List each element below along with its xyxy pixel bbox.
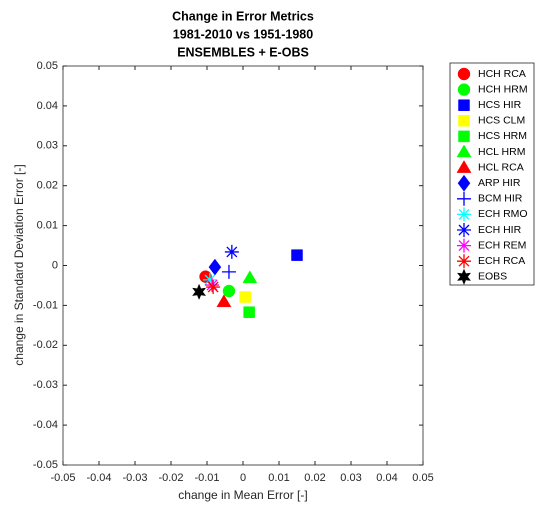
x-tick-label: 0 [240, 472, 246, 484]
x-tick-label: 0.03 [340, 472, 361, 484]
legend-marker [457, 254, 471, 269]
point [216, 294, 232, 308]
legend-marker [456, 160, 472, 173]
y-tick-label: -0.05 [33, 459, 58, 471]
legend-marker [457, 191, 471, 206]
legend-label: HCL HRM [478, 146, 525, 158]
chart-title: Change in Error Metrics [172, 9, 314, 23]
x-tick-label: 0.04 [376, 472, 397, 484]
point [222, 284, 236, 298]
legend-label: ECH HIR [478, 224, 522, 236]
legend-marker [457, 174, 471, 192]
y-tick-label: -0.04 [33, 419, 58, 431]
point [192, 283, 207, 300]
legend-label: HCH RCA [478, 68, 526, 80]
legend-marker [457, 83, 471, 96]
y-tick-label: 0.01 [37, 220, 58, 232]
y-axis-label: change in Standard Deviation Error [-] [12, 164, 26, 365]
legend-label: HCS CLM [478, 115, 525, 127]
point [221, 264, 236, 279]
y-tick-label: 0.05 [37, 60, 58, 72]
point [291, 249, 303, 261]
legend-label: EOBS [478, 271, 507, 283]
chart-title: 1981-2010 vs 1951-1980 [173, 27, 313, 41]
legend-label: HCS HIR [478, 99, 522, 111]
x-tick-label: -0.05 [50, 472, 75, 484]
legend-marker [458, 99, 470, 111]
legend-marker [457, 238, 471, 253]
chart-title: ENSEMBLES + E-OBS [177, 45, 309, 59]
legend-label: HCL RCA [478, 161, 524, 173]
y-tick-label: -0.02 [33, 339, 58, 351]
legend-label: ARP HIR [478, 177, 521, 189]
point [202, 272, 217, 287]
legend-box [449, 62, 535, 286]
legend-label: ECH RMO [478, 208, 528, 220]
y-tick-label: -0.01 [33, 299, 58, 311]
legend-label: ECH REM [478, 239, 526, 251]
x-tick-label: 0.01 [268, 472, 289, 484]
legend-label: BCM HIR [478, 193, 523, 205]
y-tick-label: 0.03 [37, 140, 58, 152]
point [239, 291, 251, 303]
legend-marker [456, 144, 472, 158]
x-tick-label: -0.04 [86, 472, 111, 484]
x-tick-label: 0.05 [412, 472, 433, 484]
legend-label: HCH HRM [478, 83, 528, 95]
point [206, 280, 221, 295]
legend-label: HCS HRM [478, 130, 527, 142]
y-tick-label: 0 [52, 259, 58, 271]
x-axis-label: change in Mean Error [-] [178, 488, 307, 502]
x-tick-label: -0.03 [122, 472, 147, 484]
legend-label: ECH RCA [478, 255, 525, 267]
legend-marker [456, 268, 472, 285]
point [242, 270, 258, 284]
legend-marker [458, 130, 470, 143]
point [243, 306, 255, 318]
legend-marker [458, 115, 470, 127]
legend-marker [457, 67, 471, 81]
y-tick-label: -0.03 [33, 379, 58, 391]
y-tick-label: 0.02 [37, 180, 58, 192]
point [224, 244, 239, 259]
legend-marker [457, 223, 471, 237]
x-tick-label: 0.02 [304, 472, 325, 484]
legend-marker [457, 207, 471, 222]
x-tick-label: -0.01 [194, 472, 219, 484]
y-tick-label: 0.04 [37, 100, 58, 112]
x-tick-label: -0.02 [158, 472, 183, 484]
